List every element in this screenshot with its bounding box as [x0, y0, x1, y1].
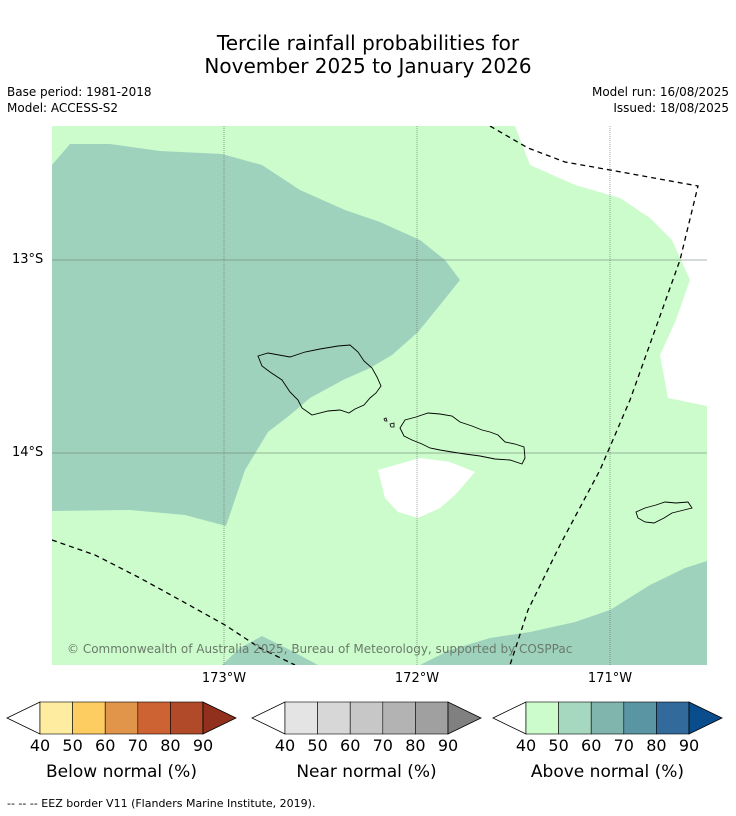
above-legend-tick: 50 — [548, 736, 569, 755]
manono-islet — [383, 417, 388, 422]
near-legend-tick: 40 — [274, 736, 296, 755]
meta-left: Base period: 1981-2018 Model: ACCESS-S2 — [7, 84, 152, 116]
above-legend-swatch — [558, 701, 592, 735]
near-legend-swatch — [382, 701, 416, 735]
above-legend-tick: 80 — [646, 736, 667, 755]
title-line-1: Tercile rainfall probabilities for — [216, 31, 520, 55]
below-legend-tick: 60 — [95, 736, 116, 755]
above-legend-title: Above normal (%) — [530, 762, 685, 782]
near-legend-arrow-high — [447, 701, 482, 735]
copyright-text: © Commonwealth of Australia 2025, Bureau… — [67, 642, 573, 656]
savaii-island — [257, 344, 382, 416]
lon-label-171w: 171°W — [587, 671, 633, 686]
above-legend-swatch — [590, 701, 625, 735]
below-legend-swatch — [39, 701, 73, 735]
near-legend-tick: 80 — [405, 736, 426, 755]
near-legend-swatch — [349, 701, 384, 735]
no-signal-region-south — [378, 458, 475, 518]
below-legend-tick: 80 — [160, 736, 181, 755]
near-legend-tick: 50 — [307, 736, 328, 755]
below-legend-tick: 90 — [192, 736, 214, 755]
below-legend-tick: 40 — [29, 736, 51, 755]
no-signal-region-east — [510, 126, 707, 406]
above-legend-tick: 90 — [678, 736, 700, 755]
below-legend-tick: 70 — [127, 736, 148, 755]
below-legend-swatch — [137, 701, 171, 735]
below-legend-swatch — [104, 701, 139, 735]
above-legend-arrow-low — [492, 701, 527, 735]
lat-label-13s: 13°S — [12, 252, 44, 267]
near-legend-swatch — [415, 701, 449, 735]
below-legend-swatch — [72, 701, 106, 735]
map-title: Tercile rainfall probabilities for Novem… — [0, 32, 736, 78]
eez-border — [52, 126, 699, 665]
eez-footnote: -- -- -- EEZ border V11 (Flanders Marine… — [7, 797, 316, 810]
tutuila-island — [635, 501, 693, 524]
above-normal-60-region-west — [52, 126, 460, 526]
above-legend-swatch — [623, 701, 657, 735]
near-legend-tick: 90 — [437, 736, 459, 755]
near-legend-swatch — [317, 701, 351, 735]
lon-label-173w: 173°W — [201, 671, 247, 686]
graticule — [52, 126, 707, 665]
model-run: Model run: 16/08/2025 — [591, 85, 729, 99]
model-name: Model: ACCESS-S2 — [7, 101, 119, 115]
above-legend-swatch — [525, 701, 559, 735]
near-legend-arrow-low — [251, 701, 286, 735]
near-legend-tick: 60 — [340, 736, 361, 755]
above-normal-60-region-southeast — [420, 561, 707, 665]
near-legend-tick: 70 — [372, 736, 393, 755]
base-period: Base period: 1981-2018 — [7, 85, 152, 99]
below-legend-arrow-high — [202, 701, 237, 735]
lat-label-14s: 14°S — [12, 445, 44, 460]
below-legend-swatch — [170, 701, 204, 735]
lon-label-172w: 172°W — [394, 671, 440, 686]
meta-right: Model run: 16/08/2025 Issued: 18/08/2025 — [592, 84, 729, 116]
below-legend-arrow-low — [6, 701, 41, 735]
above-legend-tick: 70 — [613, 736, 634, 755]
above-legend-tick: 40 — [515, 736, 537, 755]
near-legend-title: Near normal (%) — [296, 762, 437, 782]
apolima-islet — [389, 422, 395, 428]
above-legend-swatch — [656, 701, 690, 735]
upolu-island — [399, 412, 526, 465]
above-normal-60-region-south — [222, 636, 318, 665]
above-legend-arrow-high — [688, 701, 723, 735]
near-legend-swatch — [284, 701, 318, 735]
title-line-2: November 2025 to January 2026 — [204, 54, 532, 78]
below-legend-title: Below normal (%) — [46, 762, 197, 782]
issued-date: Issued: 18/08/2025 — [613, 101, 729, 115]
above-legend-tick: 60 — [581, 736, 602, 755]
below-legend-tick: 50 — [62, 736, 83, 755]
